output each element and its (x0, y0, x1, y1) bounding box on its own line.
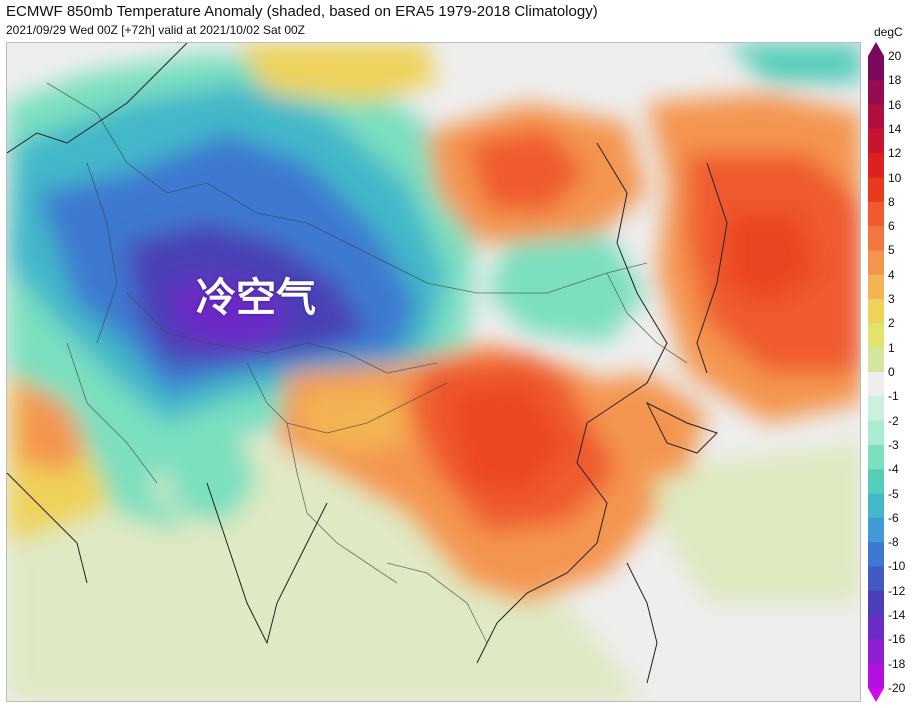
colorbar-tick-label: 20 (888, 49, 902, 63)
colorbar-segment (868, 615, 884, 640)
colorbar-tick-label: -14 (888, 608, 906, 623)
colorbar-svg (868, 42, 884, 702)
map-svg (7, 43, 860, 701)
colorbar-tick-label: 16 (888, 97, 902, 112)
colorbar-labels: 20 18 16 14 12 10 8 6 5 4 3 2 1 0 -1 -2 -3 -4 -5 -6 -8 -10 -12… (888, 42, 918, 702)
coastlines (7, 43, 728, 684)
colorbar-segment (868, 493, 884, 519)
colorbar-segment (868, 469, 884, 495)
colorbar-segment (868, 444, 884, 470)
colorbar-tick-label: -3 (888, 437, 899, 452)
colorbar-tick-label: -2 (888, 413, 899, 428)
colorbar-tick-label: 10 (888, 170, 902, 185)
colorbar-segment (868, 104, 884, 130)
colorbar-tick-label: 0 (888, 365, 895, 379)
colorbar-segment (868, 299, 884, 324)
colorbar-segment (868, 372, 884, 397)
colorbar-tick-label: -16 (888, 632, 906, 647)
colorbar-tick-label: 3 (888, 292, 895, 307)
colorbar-segment (868, 250, 884, 276)
cold-air-label: 冷空气 (196, 275, 316, 321)
colorbar-segment (868, 80, 884, 106)
chart-subtitle: 2021/09/29 Wed 00Z [+72h] valid at 2021/… (6, 23, 305, 37)
anomaly-field (7, 43, 860, 701)
country-borders (46, 82, 688, 644)
colorbar-segment (868, 396, 884, 422)
colorbar-segment (868, 323, 884, 349)
colorbar-segment (868, 56, 884, 81)
colorbar-tick-label: -10 (888, 559, 906, 574)
colorbar-segment (868, 566, 884, 592)
colorbar (868, 42, 884, 702)
colorbar-segment (868, 590, 884, 616)
colorbar-top-arrow (868, 42, 884, 56)
colorbar-segment (868, 517, 884, 543)
colorbar-tick-label: 4 (888, 267, 895, 282)
colorbar-segment (868, 542, 884, 567)
colorbar-segment (868, 639, 884, 665)
colorbar-tick-label: -12 (888, 583, 906, 598)
colorbar-tick-label: -20 (888, 681, 906, 695)
chart-title: ECMWF 850mb Temperature Anomaly (shaded,… (6, 3, 598, 20)
colorbar-segment (868, 420, 884, 446)
colorbar-segment (868, 274, 884, 300)
colorbar-segment (868, 663, 884, 689)
colorbar-tick-label: 2 (888, 316, 895, 331)
colorbar-tick-label: -8 (888, 535, 899, 550)
colorbar-segment (868, 226, 884, 251)
colorbar-bottom-arrow (868, 688, 884, 702)
colorbar-tick-label: 1 (888, 340, 895, 355)
colorbar-segment (868, 177, 884, 203)
colorbar-tick-label: 6 (888, 219, 895, 234)
colorbar-tick-label: -6 (888, 510, 899, 525)
colorbar-segment (868, 128, 884, 154)
colorbar-tick-label: 14 (888, 121, 902, 136)
colorbar-segment (868, 153, 884, 179)
colorbar-unit: degC (874, 25, 903, 39)
colorbar-tick-label: 18 (888, 73, 902, 88)
colorbar-tick-label: -18 (888, 656, 906, 671)
colorbar-tick-label: -4 (888, 462, 899, 477)
colorbar-segment (868, 347, 884, 373)
colorbar-tick-label: -1 (888, 389, 899, 404)
colorbar-tick-label: 5 (888, 243, 895, 258)
colorbar-tick-label: 8 (888, 194, 895, 209)
colorbar-tick-label: -5 (888, 486, 899, 501)
colorbar-tick-label: 12 (888, 146, 902, 161)
anomaly-map (6, 42, 861, 702)
colorbar-segment (868, 201, 884, 227)
